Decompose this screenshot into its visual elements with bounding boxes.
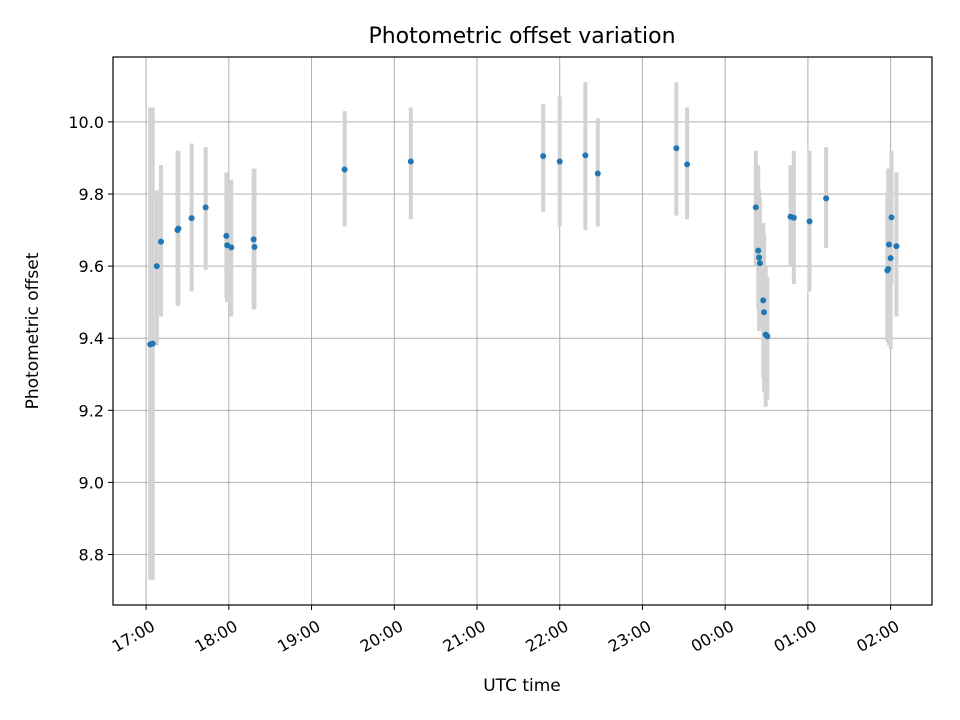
data-point [175, 225, 182, 232]
y-tick-label: 9.0 [79, 473, 104, 492]
data-point [887, 255, 894, 262]
y-tick-label: 9.8 [79, 185, 104, 204]
y-axis-ticks: 8.8 9.0 9.2 9.4 9.6 9.8 10.0 [68, 113, 113, 565]
data-point [251, 243, 258, 250]
data-point [202, 204, 209, 211]
data-point [893, 243, 900, 250]
data-point [341, 166, 348, 173]
y-tick-label: 9.4 [79, 329, 104, 348]
data-point [153, 263, 160, 270]
y-tick-label: 10.0 [68, 113, 104, 132]
y-axis-label: Photometric offset [23, 252, 43, 409]
chart-title: Photometric offset variation [368, 24, 675, 49]
y-tick-label: 9.2 [79, 401, 104, 420]
y-tick-label: 8.8 [79, 546, 104, 565]
data-point [684, 161, 691, 168]
data-point [149, 340, 156, 347]
data-point [885, 265, 892, 272]
data-point [582, 152, 589, 159]
data-point [157, 238, 164, 245]
data-point [755, 247, 762, 254]
data-point [188, 215, 195, 222]
data-point [756, 260, 763, 267]
data-point [761, 309, 768, 316]
data-point [764, 333, 771, 340]
data-point [228, 244, 235, 251]
data-point [407, 158, 414, 165]
data-point [885, 241, 892, 248]
data-point [752, 204, 759, 211]
data-point [823, 195, 830, 202]
x-axis-label: UTC time [483, 676, 561, 696]
data-point [756, 254, 763, 261]
data-point [556, 158, 563, 165]
data-point [223, 232, 230, 239]
data-point [250, 236, 257, 243]
data-point [790, 214, 797, 221]
data-point [594, 170, 601, 177]
data-points [147, 145, 900, 348]
data-point [540, 153, 547, 160]
data-point [888, 214, 895, 221]
data-point [760, 297, 767, 304]
plot-frame [112, 56, 933, 606]
y-tick-label: 9.6 [79, 257, 104, 276]
data-point [806, 218, 813, 225]
data-point [673, 145, 680, 152]
